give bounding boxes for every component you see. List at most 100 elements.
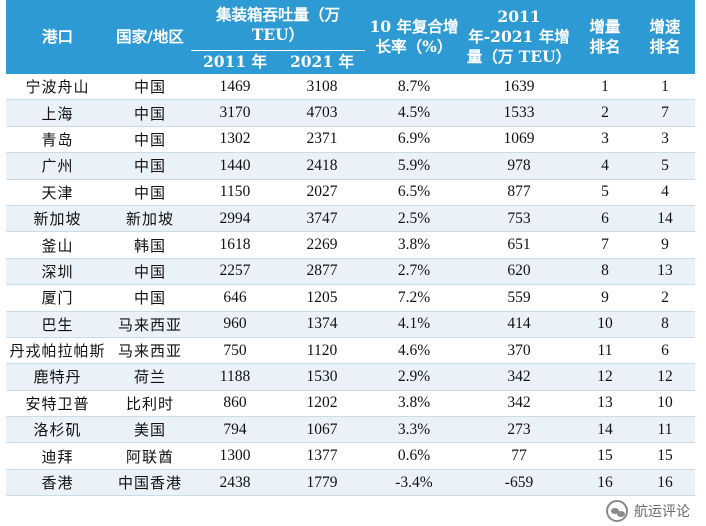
throughput-2011: 1302: [191, 126, 279, 154]
port-name: 鹿特丹: [6, 363, 109, 391]
table-row: 鹿特丹 荷兰 1188 1530 2.9% 342 12 12: [6, 363, 695, 391]
table-row: 宁波舟山 中国 1469 3108 8.7% 1639 1 1: [6, 74, 695, 101]
increase-rank: 15: [575, 442, 635, 470]
increase-value: 877: [463, 179, 575, 206]
port-name: 广州: [6, 152, 109, 180]
watermark-text: 航运评论: [634, 504, 690, 520]
growth-rank: 11: [635, 416, 695, 444]
cagr-value: 4.6%: [365, 337, 463, 365]
table-row: 青岛 中国 1302 2371 6.9% 1069 3 3: [6, 126, 695, 154]
throughput-2021: 2877: [279, 258, 365, 286]
increase-value: 620: [463, 258, 575, 286]
country: 比利时: [109, 390, 191, 418]
country: 马来西亚: [109, 337, 191, 365]
table-row: 厦门 中国 646 1205 7.2% 559 9 2: [6, 284, 695, 312]
throughput-2021: 1120: [279, 337, 365, 365]
throughput-2011: 1618: [191, 231, 279, 259]
increase-value: 978: [463, 152, 575, 180]
throughput-2021: 1205: [279, 284, 365, 312]
header-throughput-group: 集装箱吞吐量（万 TEU）: [191, 0, 365, 51]
country: 中国: [109, 179, 191, 206]
port-name: 釜山: [6, 231, 109, 259]
port-name: 天津: [6, 179, 109, 206]
cagr-value: 3.8%: [365, 390, 463, 418]
header-cagr: 10 年复合增长率（%）: [365, 0, 463, 74]
table-header: 港口 国家/地区 集装箱吞吐量（万 TEU） 10 年复合增长率（%） 2011…: [6, 0, 695, 74]
growth-rank: 12: [635, 363, 695, 391]
throughput-2011: 1469: [191, 74, 279, 101]
cagr-value: -3.4%: [365, 469, 463, 497]
cagr-value: 2.9%: [365, 363, 463, 391]
increase-value: 1639: [463, 74, 575, 101]
increase-rank: 11: [575, 337, 635, 365]
port-name: 巴生: [6, 311, 109, 338]
throughput-2021: 1202: [279, 390, 365, 418]
increase-rank: 16: [575, 469, 635, 497]
throughput-2011: 3170: [191, 99, 279, 127]
port-name: 洛杉矶: [6, 416, 109, 444]
throughput-2021: 2371: [279, 126, 365, 154]
throughput-2021: 2027: [279, 179, 365, 206]
increase-rank: 1: [575, 74, 635, 101]
country: 中国: [109, 74, 191, 101]
cagr-value: 4.1%: [365, 311, 463, 338]
port-name: 深圳: [6, 258, 109, 286]
growth-rank: 10: [635, 390, 695, 418]
increase-rank: 14: [575, 416, 635, 444]
increase-value: 559: [463, 284, 575, 312]
increase-value: 342: [463, 390, 575, 418]
growth-rank: 8: [635, 311, 695, 338]
country: 中国: [109, 126, 191, 154]
increase-value: 651: [463, 231, 575, 259]
growth-rank: 4: [635, 179, 695, 206]
header-increase-rank: 增量排名: [575, 0, 635, 74]
throughput-2021: 2269: [279, 231, 365, 259]
header-increase-rank-label: 增量排名: [589, 17, 621, 56]
increase-rank: 7: [575, 231, 635, 259]
table-row: 迪拜 阿联酋 1300 1377 0.6% 77 15 15: [6, 442, 695, 470]
throughput-2021: 1779: [279, 469, 365, 497]
throughput-2011: 1188: [191, 363, 279, 391]
increase-value: 414: [463, 311, 575, 338]
increase-rank: 3: [575, 126, 635, 154]
country: 中国: [109, 284, 191, 312]
header-port: 港口: [6, 0, 109, 74]
increase-rank: 2: [575, 99, 635, 127]
country: 荷兰: [109, 363, 191, 391]
throughput-2021: 1530: [279, 363, 365, 391]
port-name: 上海: [6, 99, 109, 127]
throughput-2011: 1440: [191, 152, 279, 180]
table-row: 巴生 马来西亚 960 1374 4.1% 414 10 8: [6, 311, 695, 338]
header-growth-rank-label: 增速排名: [649, 17, 681, 56]
increase-rank: 9: [575, 284, 635, 312]
country: 中国: [109, 152, 191, 180]
wechat-icon: [606, 500, 628, 522]
header-growth-rank: 增速排名: [635, 0, 695, 74]
throughput-2011: 794: [191, 416, 279, 444]
increase-rank: 6: [575, 205, 635, 233]
growth-rank: 1: [635, 74, 695, 101]
cagr-value: 7.2%: [365, 284, 463, 312]
port-throughput-table: 港口 国家/地区 集装箱吞吐量（万 TEU） 10 年复合增长率（%） 2011…: [6, 0, 695, 497]
port-name: 迪拜: [6, 442, 109, 470]
growth-rank: 14: [635, 205, 695, 233]
header-cagr-label: 10 年复合增长率（%）: [369, 17, 459, 56]
throughput-2011: 750: [191, 337, 279, 365]
header-year-2021: 2021 年: [279, 50, 365, 74]
throughput-2021: 1377: [279, 442, 365, 470]
country: 阿联酋: [109, 442, 191, 470]
table-row: 安特卫普 比利时 860 1202 3.8% 342 13 10: [6, 390, 695, 418]
cagr-value: 2.7%: [365, 258, 463, 286]
throughput-2021: 4703: [279, 99, 365, 127]
cagr-value: 6.5%: [365, 179, 463, 206]
port-name: 丹戎帕拉帕斯: [6, 337, 109, 365]
increase-value: 273: [463, 416, 575, 444]
country: 新加坡: [109, 205, 191, 233]
country: 美国: [109, 416, 191, 444]
table-body: 宁波舟山 中国 1469 3108 8.7% 1639 1 1 上海 中国 3170 4703 4.5%…: [6, 74, 695, 497]
throughput-2021: 3108: [279, 74, 365, 101]
port-name: 厦门: [6, 284, 109, 312]
cagr-value: 3.8%: [365, 231, 463, 259]
throughput-2011: 1300: [191, 442, 279, 470]
